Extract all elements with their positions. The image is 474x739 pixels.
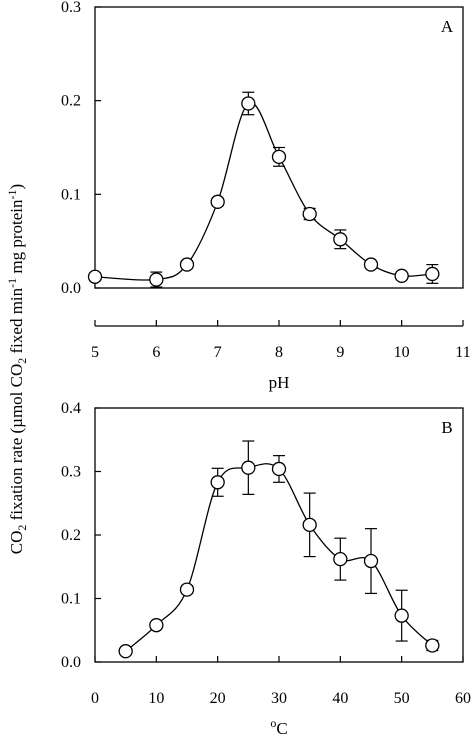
data-point xyxy=(241,460,256,475)
x-tick-label: 60 xyxy=(455,690,471,707)
y-tick-label: 0.2 xyxy=(61,93,81,110)
y-tick-label: 0.3 xyxy=(61,0,81,16)
y-tick-label: 0.0 xyxy=(61,280,81,297)
data-point xyxy=(302,517,317,532)
data-point xyxy=(394,608,409,623)
y-tick-label: 0.0 xyxy=(61,654,81,671)
x-tick-label: 10 xyxy=(148,690,164,707)
x-tick-label: 7 xyxy=(214,344,222,361)
data-point xyxy=(210,475,225,490)
series-line xyxy=(125,463,433,652)
plot-frame xyxy=(94,6,464,289)
data-point xyxy=(425,266,440,282)
y-tick-label: 0.3 xyxy=(61,464,81,481)
x-tick-label: 0 xyxy=(91,690,99,707)
x-tick-label: 10 xyxy=(394,344,410,361)
data-point xyxy=(210,194,225,209)
y-tick-label: 0.2 xyxy=(61,527,81,544)
data-point xyxy=(333,232,348,247)
data-point xyxy=(363,553,379,569)
x-tick-label: 5 xyxy=(91,344,99,361)
data-point xyxy=(302,206,317,222)
x-tick-label: 9 xyxy=(336,344,344,361)
data-point xyxy=(363,257,379,272)
panel-label: A xyxy=(441,17,454,36)
panel-a-ph-chart: 5 6 7 8 9 10 11 0.0 0.1 0.2 0.3 pH A xyxy=(61,0,471,392)
y-tick-label: 0.1 xyxy=(61,591,81,608)
x-tick-label: 50 xyxy=(394,690,410,707)
data-point xyxy=(149,272,164,287)
data-point xyxy=(333,551,348,567)
data-point xyxy=(149,618,164,633)
y-tick-label: 0.4 xyxy=(61,400,81,417)
x-tick-label: 40 xyxy=(332,690,348,707)
panel-label: B xyxy=(441,418,452,437)
x-tick-label: 20 xyxy=(210,690,226,707)
series-line xyxy=(94,102,433,281)
data-point xyxy=(118,644,133,659)
x-axis-title: pH xyxy=(269,373,290,392)
x-tick-label: 6 xyxy=(152,344,160,361)
x-tick-label: 11 xyxy=(455,344,470,361)
data-point xyxy=(179,582,195,597)
x-axis-title: oC xyxy=(270,716,287,738)
data-point xyxy=(179,257,195,272)
data-point xyxy=(271,149,287,165)
data-point xyxy=(241,96,256,111)
panel-b-temperature-chart: 0 10 20 30 40 50 60 0.0 0.1 0.2 0.3 0.4 oC B xyxy=(61,400,471,738)
x-tick-label: 30 xyxy=(271,690,287,707)
y-tick-label: 0.1 xyxy=(61,186,81,203)
data-point xyxy=(271,461,287,477)
y-axis-label: CO2 fixation rate (µmol CO2 fixed min-1 … xyxy=(5,184,29,554)
data-point xyxy=(425,638,440,653)
data-point xyxy=(394,268,409,283)
data-point xyxy=(87,269,103,284)
x-tick-label: 8 xyxy=(275,344,283,361)
